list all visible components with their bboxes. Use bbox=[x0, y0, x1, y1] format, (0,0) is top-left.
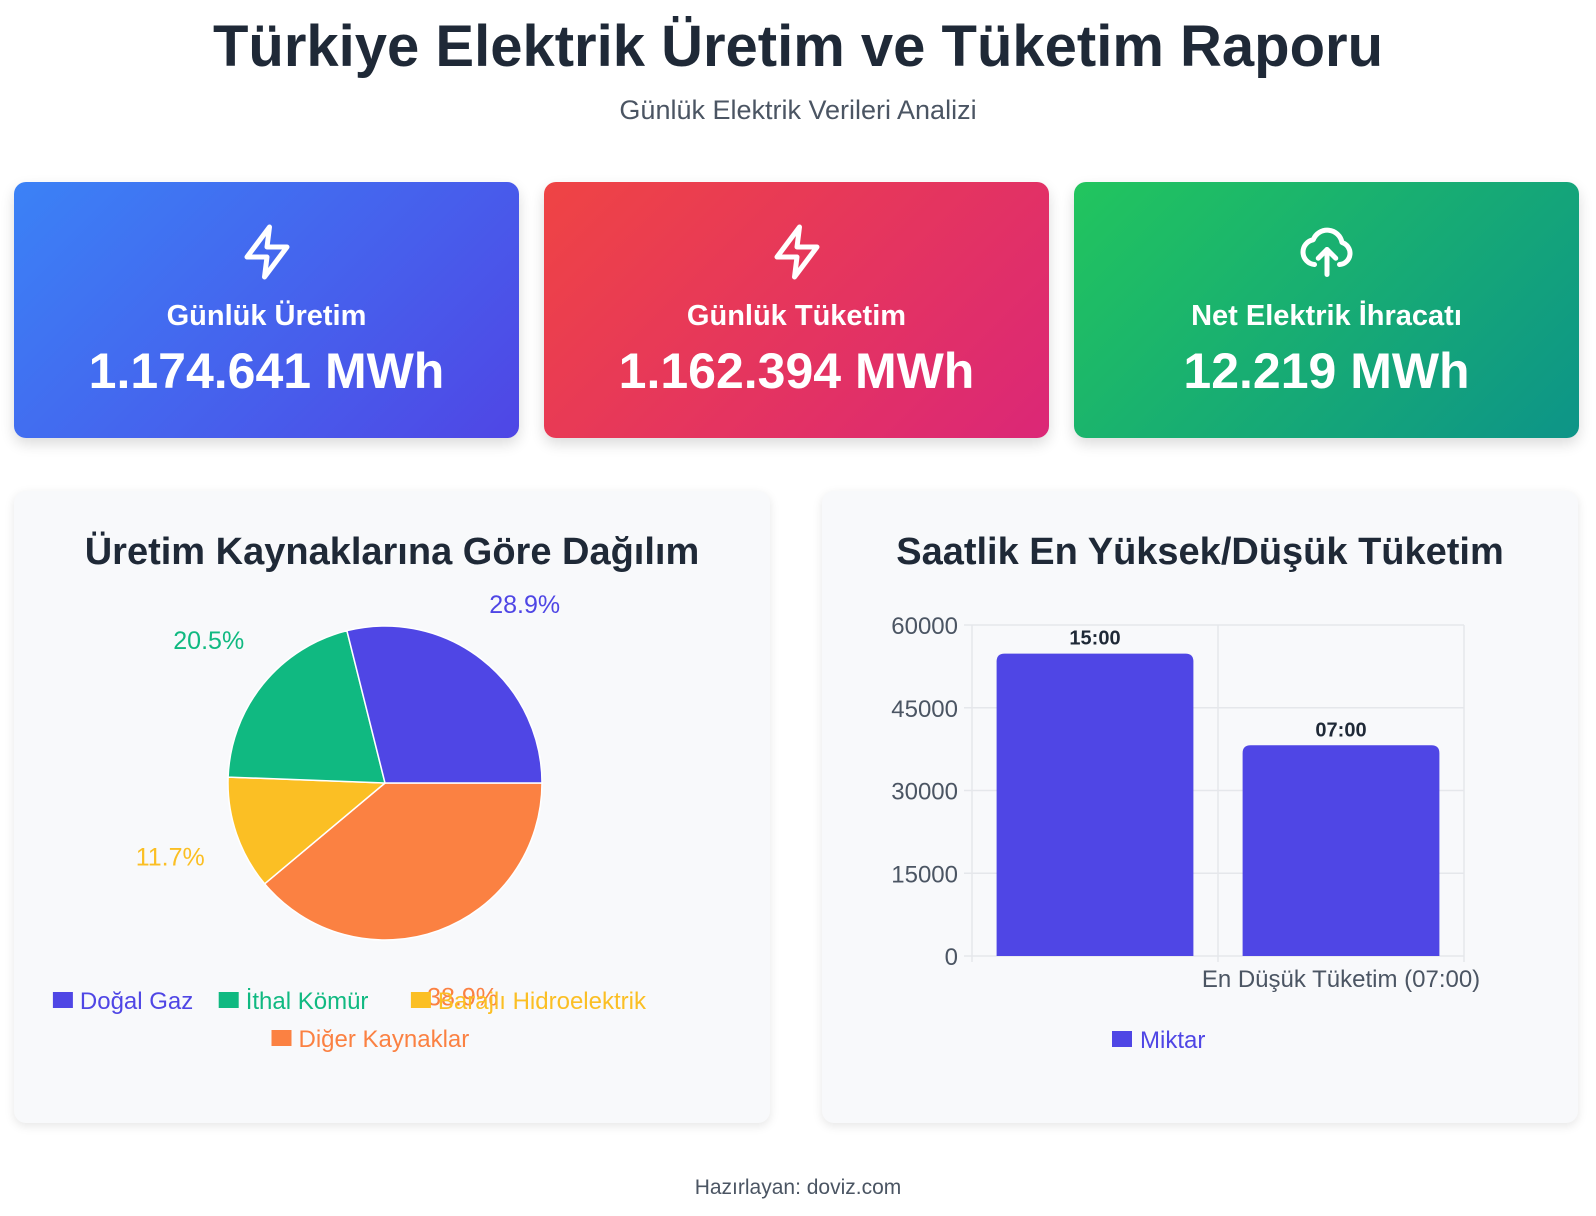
pie-slice bbox=[263, 782, 543, 941]
pie-chart-panel: Üretim Kaynaklarına Göre Dağılım 38.9% 11… bbox=[14, 491, 770, 1123]
y-tick-label: 45000 bbox=[891, 696, 958, 723]
legend-swatch bbox=[218, 992, 239, 1008]
pie-slice bbox=[227, 629, 386, 784]
footer-credit: Hazırlayan: doviz.com bbox=[694, 1176, 902, 1199]
pie-percent-label: 20.5% bbox=[173, 627, 244, 655]
legend-swatch bbox=[271, 1030, 292, 1046]
pie-percent-label: 38.9% bbox=[427, 983, 498, 1011]
card-net-export: Net Elektrik İhracatı 12.219 MWh bbox=[1074, 182, 1579, 438]
bar-chart-panel: Saatlik En Yüksek/Düşük Tüketim 60000 450… bbox=[822, 491, 1578, 1123]
card-label: Günlük Üretim bbox=[166, 300, 367, 332]
legend-swatch bbox=[52, 992, 73, 1008]
cloud-upload-icon bbox=[1300, 227, 1352, 277]
report-header: Türkiye Elektrik Üretim ve Tüketim Rapor… bbox=[0, 14, 1596, 126]
bar-value-label: 07:00 bbox=[1315, 719, 1366, 741]
pie-slice bbox=[227, 776, 387, 885]
y-tick-label: 0 bbox=[945, 944, 958, 971]
x-tick-label: En Düşük Tüketim (07:00) bbox=[1202, 966, 1480, 993]
y-tick-label: 60000 bbox=[891, 613, 958, 640]
pie-chart: 38.9% 11.7% 20.5% 28.9% Doğal Gaz İthal Kömür… bbox=[52, 591, 647, 1053]
legend-label: Diğer Kaynaklar bbox=[299, 1026, 470, 1053]
card-value: 12.219 MWh bbox=[1183, 343, 1470, 399]
lightning-icon bbox=[774, 224, 819, 280]
legend-label: İthal Kömür bbox=[246, 988, 369, 1015]
page-subtitle: Günlük Elektrik Verileri Analizi bbox=[619, 94, 977, 125]
legend-label: Doğal Gaz bbox=[80, 988, 193, 1015]
card-value: 1.162.394 MWh bbox=[618, 343, 975, 399]
card-label: Günlük Tüketim bbox=[686, 300, 907, 332]
bar bbox=[996, 653, 1194, 956]
card-daily-production: Günlük Üretim 1.174.641 MWh bbox=[14, 182, 519, 438]
bar-value-label: 15:00 bbox=[1069, 628, 1120, 650]
legend-label: Barajlı Hidroelektrik bbox=[438, 988, 647, 1015]
pie-slice bbox=[346, 625, 543, 784]
bar bbox=[1242, 745, 1440, 956]
bar-chart: 60000 45000 30000 15000 0 15:00 07:00 En Düşük … bbox=[891, 613, 1480, 1054]
lightning-icon bbox=[244, 224, 289, 280]
legend-label: Miktar bbox=[1140, 1027, 1205, 1054]
legend-swatch bbox=[1112, 1031, 1132, 1047]
card-daily-consumption: Günlük Tüketim 1.162.394 MWh bbox=[544, 182, 1049, 438]
y-tick-label: 15000 bbox=[891, 861, 958, 888]
card-value: 1.174.641 MWh bbox=[88, 343, 445, 399]
bar-chart-title: Saatlik En Yüksek/Düşük Tüketim bbox=[896, 531, 1504, 573]
pie-percent-label: 11.7% bbox=[136, 844, 205, 872]
page-title: Türkiye Elektrik Üretim ve Tüketim Rapor… bbox=[212, 14, 1384, 79]
y-tick-label: 30000 bbox=[891, 779, 958, 806]
pie-percent-label: 28.9% bbox=[489, 591, 560, 619]
card-label: Net Elektrik İhracatı bbox=[1191, 300, 1462, 332]
pie-chart-title: Üretim Kaynaklarına Göre Dağılım bbox=[84, 531, 700, 573]
legend-swatch bbox=[410, 992, 431, 1008]
